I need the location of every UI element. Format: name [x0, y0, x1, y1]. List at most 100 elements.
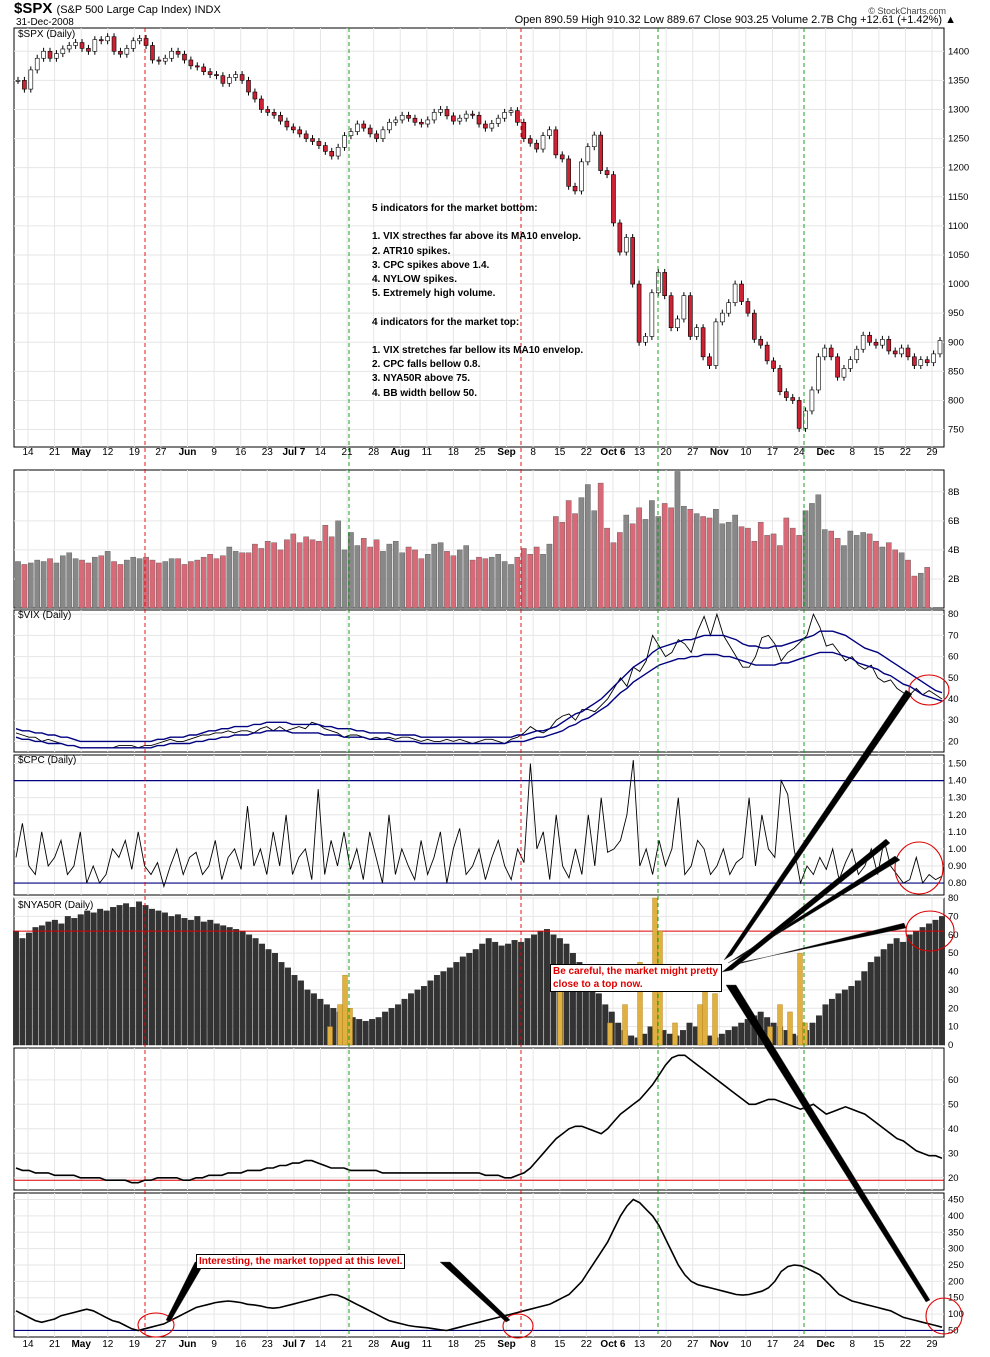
- x-tick-label: 27: [687, 1339, 699, 1350]
- volume-bar: [508, 564, 514, 609]
- x-tick-label: 15: [873, 1339, 885, 1350]
- nya50r-bar: [220, 925, 227, 1046]
- nya50r-bar: [362, 1020, 369, 1046]
- nya50r-bar: [129, 907, 136, 1046]
- spx-candle: [220, 75, 226, 84]
- x-tick-label: 29: [926, 447, 938, 458]
- x-tick-label: 17: [767, 1339, 779, 1350]
- bbwidth-y-tick: 40: [948, 1124, 959, 1135]
- spx-candle: [130, 40, 136, 49]
- nylow-spike-bar: [327, 1026, 333, 1046]
- nya50r-y-tick: 50: [948, 948, 959, 959]
- spx-candle: [636, 283, 642, 343]
- volume-bar: [28, 562, 34, 609]
- spx-candle: [194, 65, 200, 68]
- volume-bar: [117, 564, 124, 609]
- volume-bar: [47, 558, 53, 609]
- spx-candle: [598, 134, 603, 171]
- volume-bar: [162, 561, 169, 609]
- nya50r-bar: [544, 929, 550, 1046]
- volume-bar: [316, 540, 322, 609]
- volume-bar: [514, 556, 521, 609]
- volume-bar: [34, 559, 41, 609]
- spx-candle: [233, 74, 238, 78]
- nylow-spike-bar: [607, 1022, 613, 1046]
- spx-candle: [41, 50, 46, 59]
- volume-bar: [271, 542, 277, 609]
- nya50r-bar: [51, 919, 58, 1046]
- nya50r-bar: [149, 908, 155, 1046]
- volume-bar: [232, 551, 239, 609]
- cpc-y-tick: 1.50: [948, 759, 967, 770]
- nya50r-bar: [932, 919, 939, 1046]
- nya50r-bar: [880, 949, 887, 1046]
- spx-candle: [425, 119, 431, 125]
- nya50r-bar: [382, 1011, 389, 1046]
- nya50r-bar: [421, 986, 427, 1046]
- spx-candle: [784, 391, 789, 398]
- nya50r-bar: [479, 943, 486, 1046]
- volume-bar: [745, 527, 751, 609]
- nya50r-bar: [369, 1019, 376, 1046]
- volume-bar: [489, 556, 495, 609]
- volume-bar: [72, 558, 79, 609]
- bbwidth-y-tick: 50: [948, 1099, 959, 1110]
- spx-candle: [118, 50, 123, 55]
- volume-bar: [79, 559, 85, 609]
- nya50r-bar: [822, 1004, 829, 1046]
- volume-bar: [898, 552, 905, 609]
- volume-bar: [207, 554, 213, 609]
- volume-bar: [149, 559, 156, 609]
- nya50r-bar: [718, 1033, 725, 1046]
- spx-candle: [937, 340, 943, 355]
- volume-bar: [636, 507, 642, 609]
- volume-bar: [200, 556, 207, 609]
- volume-bar: [738, 526, 745, 609]
- spx-candle: [649, 292, 655, 337]
- nya50r-y-tick: 70: [948, 911, 959, 922]
- x-tick-label: 14: [22, 447, 34, 458]
- spx-candle: [207, 71, 213, 75]
- volume-bar: [220, 555, 226, 609]
- nylow-spike-bar: [637, 962, 643, 1046]
- spx-candle: [630, 237, 635, 285]
- nya50r-bar: [19, 938, 26, 1046]
- volume-bar: [92, 556, 98, 609]
- panel-frame-5: [13, 1047, 945, 1191]
- callout-pointer: [725, 984, 931, 1303]
- spx-candle: [463, 113, 469, 119]
- nya50r-bar: [408, 993, 414, 1046]
- volume-bar: [354, 545, 361, 609]
- nya50r-bar: [466, 952, 473, 1046]
- nya50r-bar: [395, 1004, 402, 1046]
- nya50r-bar: [595, 993, 602, 1046]
- nya50r-bar: [498, 945, 505, 1046]
- highlight-circle: [905, 910, 955, 952]
- brand-watermark: © StockCharts.com: [868, 6, 946, 16]
- spx-candle: [489, 123, 495, 129]
- volume-bar: [264, 540, 271, 609]
- nya50r-bar: [731, 1026, 738, 1046]
- nya50r-bar: [459, 956, 466, 1046]
- x-tick-label: 22: [581, 447, 593, 458]
- spx-y-tick: 1050: [948, 250, 969, 261]
- nya50r-bar: [485, 938, 492, 1046]
- volume-bar: [469, 559, 476, 609]
- x-tick-label: 16: [235, 1339, 247, 1350]
- spx-candle: [515, 110, 520, 123]
- nya50r-y-tick: 20: [948, 1003, 959, 1014]
- volume-bar: [360, 538, 367, 609]
- volume-bar: [559, 522, 566, 609]
- nya50r-bar: [563, 943, 570, 1046]
- highlight-circle: [894, 841, 944, 895]
- spx-candle: [764, 344, 770, 362]
- spx-candle: [367, 127, 373, 135]
- callout-topped-level: Interesting, the market topped at this l…: [196, 1254, 406, 1269]
- spx-y-tick: 850: [948, 366, 964, 377]
- spx-candle: [111, 36, 117, 52]
- nya50r-bar: [375, 1017, 382, 1046]
- x-tick-label: May: [71, 447, 91, 458]
- nya50r-bar: [58, 923, 65, 1046]
- x-tick-label: Sep: [497, 1339, 515, 1350]
- x-tick-label: Jul 7: [282, 447, 305, 458]
